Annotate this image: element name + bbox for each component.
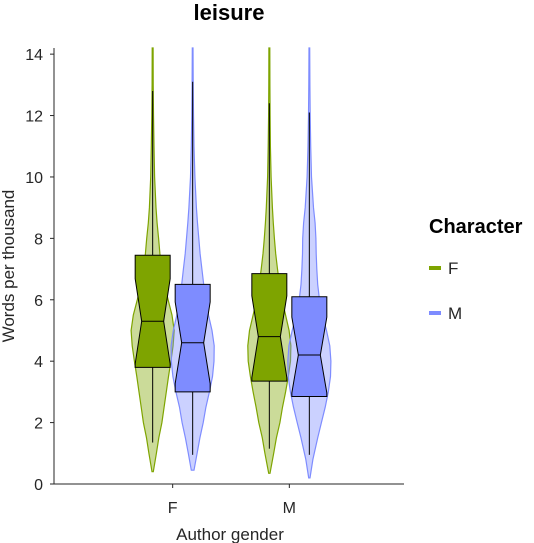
y-tick-label: 6	[34, 293, 43, 310]
legend: Character FM	[429, 216, 523, 323]
legend-label: F	[448, 259, 458, 278]
box-M-M	[291, 296, 328, 397]
y-tick-label: 10	[25, 170, 43, 187]
y-tick-label: 12	[25, 109, 43, 126]
box-F-M	[251, 273, 288, 382]
y-tick-label: 8	[34, 231, 43, 248]
chart-title: leisure	[194, 0, 265, 25]
box-F-F	[134, 254, 171, 368]
x-axis-title: Author gender	[176, 525, 284, 543]
legend-label: M	[448, 304, 462, 323]
y-axis-title: Words per thousand	[0, 190, 18, 343]
y-tick-label: 4	[34, 354, 43, 371]
box-M-F	[174, 283, 211, 393]
y-tick-label: 14	[25, 47, 43, 64]
legend-title: Character	[429, 216, 523, 238]
x-tick-label: M	[283, 500, 296, 517]
legend-items: FM	[429, 259, 462, 323]
y-axis-ticks: 0 2 4 6 8 10 12 14	[25, 47, 54, 494]
plot-area	[130, 47, 332, 479]
y-tick-label: 2	[34, 416, 43, 433]
y-tick-label: 0	[34, 477, 43, 494]
x-tick-label: F	[168, 500, 178, 517]
